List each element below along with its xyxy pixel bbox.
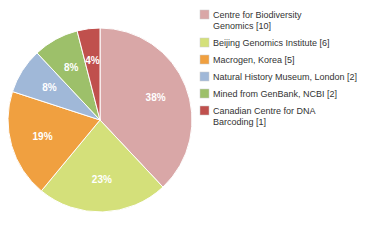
legend-label: Centre for BiodiversityGenomics [10] — [213, 10, 302, 31]
legend-label: Macrogen, Korea [5] — [213, 55, 295, 65]
pie — [8, 28, 192, 212]
legend-label: Canadian Centre for DNABarcoding [1] — [213, 106, 316, 127]
chart: 38% 23% 19% 8% 8% 4% Centre for BiodiversityGe… — [0, 0, 380, 240]
pie-slice — [77, 28, 100, 120]
data-labels: 38% 23% 19% 8% 8% 4% — [33, 55, 166, 185]
data-label: 8% — [64, 62, 79, 73]
legend-swatch — [200, 72, 209, 81]
legend-swatch — [200, 106, 209, 115]
legend-label: Mined from GenBank, NCBI [2] — [213, 89, 337, 99]
legend-swatch — [200, 10, 209, 19]
legend-label: Natural History Museum, London [2] — [213, 72, 357, 82]
data-label: 38% — [146, 92, 166, 103]
data-label: 8% — [42, 82, 57, 93]
legend: Centre for BiodiversityGenomics [10] Beij… — [200, 10, 357, 127]
data-label: 23% — [92, 174, 112, 185]
data-label: 19% — [33, 131, 53, 142]
legend-swatch — [200, 38, 209, 47]
legend-label: Beijing Genomics Institute [6] — [213, 38, 330, 48]
data-label: 4% — [85, 55, 100, 66]
legend-swatch — [200, 89, 209, 98]
legend-swatch — [200, 55, 209, 64]
chart-container: 38% 23% 19% 8% 8% 4% Centre for BiodiversityGe… — [0, 0, 380, 240]
